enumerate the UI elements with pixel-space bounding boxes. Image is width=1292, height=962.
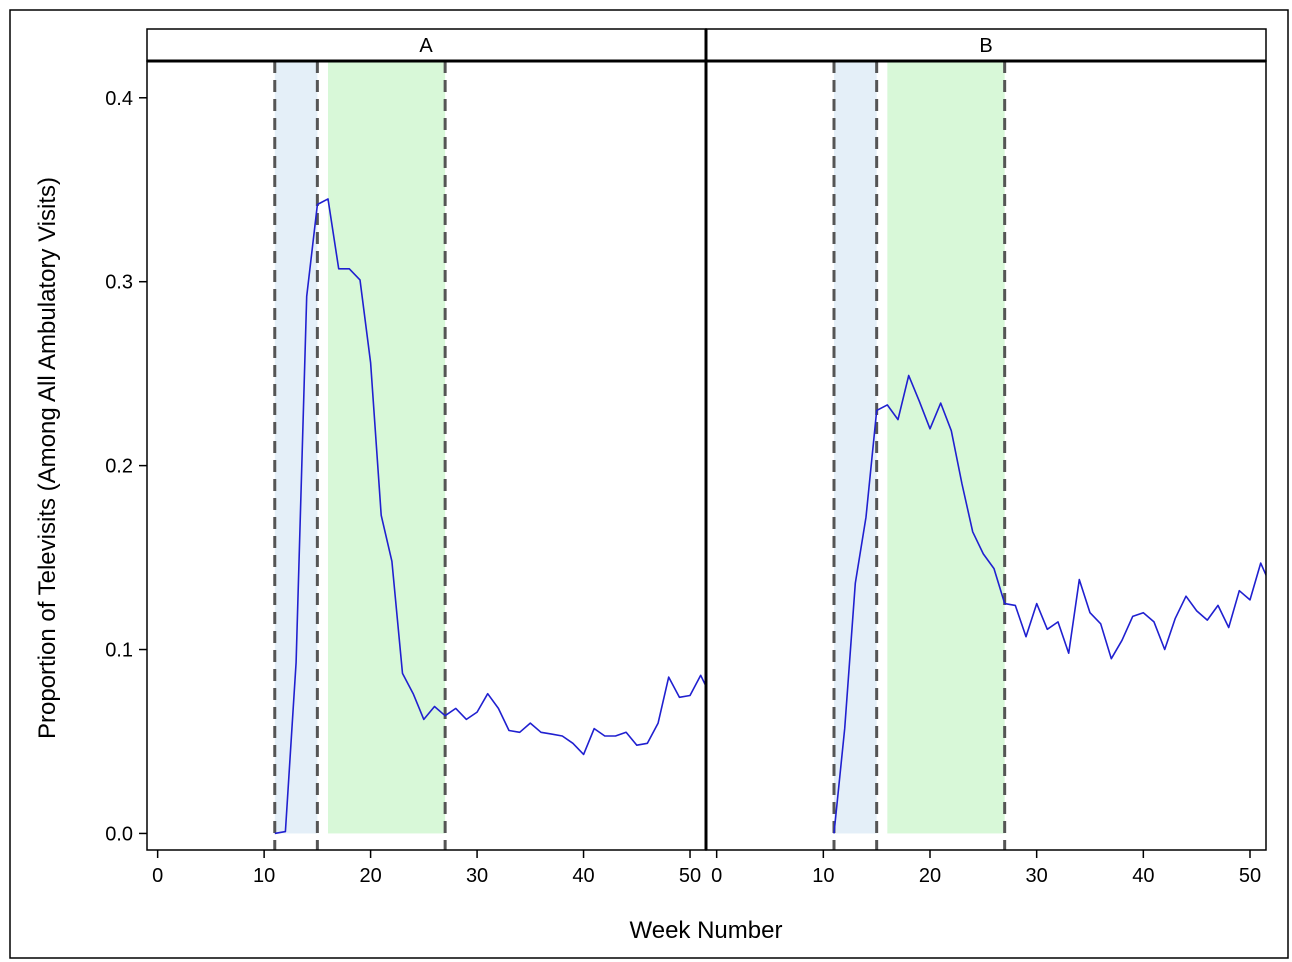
panel-b-strip-box (705, 28, 1267, 62)
y-tick-label: 0.2 (105, 456, 133, 478)
panel-a-shaded-region-early (274, 61, 318, 834)
panel-b-shaded-region-early (834, 61, 877, 834)
panel-b-x-tick-label: 40 (1132, 865, 1154, 887)
panel-b-plot-area (832, 61, 1266, 850)
y-tick-label: 0.1 (105, 640, 133, 662)
x-axis-title: Week Number (630, 917, 783, 944)
panel-a-plot: 0 10 20 30 40 50 (146, 60, 707, 887)
panel-a-x-tick-label: 40 (572, 865, 594, 887)
panel-a-series-line (274, 198, 706, 835)
figure-border (9, 9, 1289, 959)
panel-b-series-line (833, 374, 1266, 834)
panel-b-x-tick-label: 30 (1026, 865, 1048, 887)
y-axis-title: Proportion of Televisits (Among All Ambu… (34, 177, 61, 739)
panel-a-x-tick-label: 50 (679, 865, 701, 887)
panel-b-x-tick-label: 20 (919, 865, 941, 887)
panel-a: A 0 10 20 30 40 50 (146, 28, 707, 887)
y-tick-label: 0.0 (105, 823, 133, 845)
y-axis: 0.0 0.1 0.2 0.3 0.4 (105, 88, 147, 845)
panel-b: B 0 10 20 30 40 50 (705, 28, 1267, 887)
panel-a-plot-area (273, 61, 706, 850)
panel-a-strip-label: A (419, 35, 433, 57)
panel-a-x-tick-label: 30 (466, 865, 488, 887)
panel-a-x-tick-label: 10 (253, 865, 275, 887)
panel-b-plot: 0 10 20 30 40 50 (705, 60, 1267, 887)
panel-b-shaded-region-late (887, 61, 1005, 834)
panel-b-x-tick-label: 10 (812, 865, 834, 887)
panel-a-shaded-region-late (328, 61, 446, 834)
y-tick-label: 0.3 (105, 272, 133, 294)
panel-b-x-tick-label: 0 (711, 865, 722, 887)
panel-a-x-tick-label: 20 (359, 865, 381, 887)
y-tick-label: 0.4 (105, 88, 133, 110)
panel-b-strip: B (705, 28, 1267, 62)
panel-a-strip: A (146, 28, 707, 62)
panel-b-x-tick-label: 50 (1239, 865, 1261, 887)
panel-a-x-tick-label: 0 (152, 865, 163, 887)
panel-b-strip-label: B (979, 35, 992, 57)
